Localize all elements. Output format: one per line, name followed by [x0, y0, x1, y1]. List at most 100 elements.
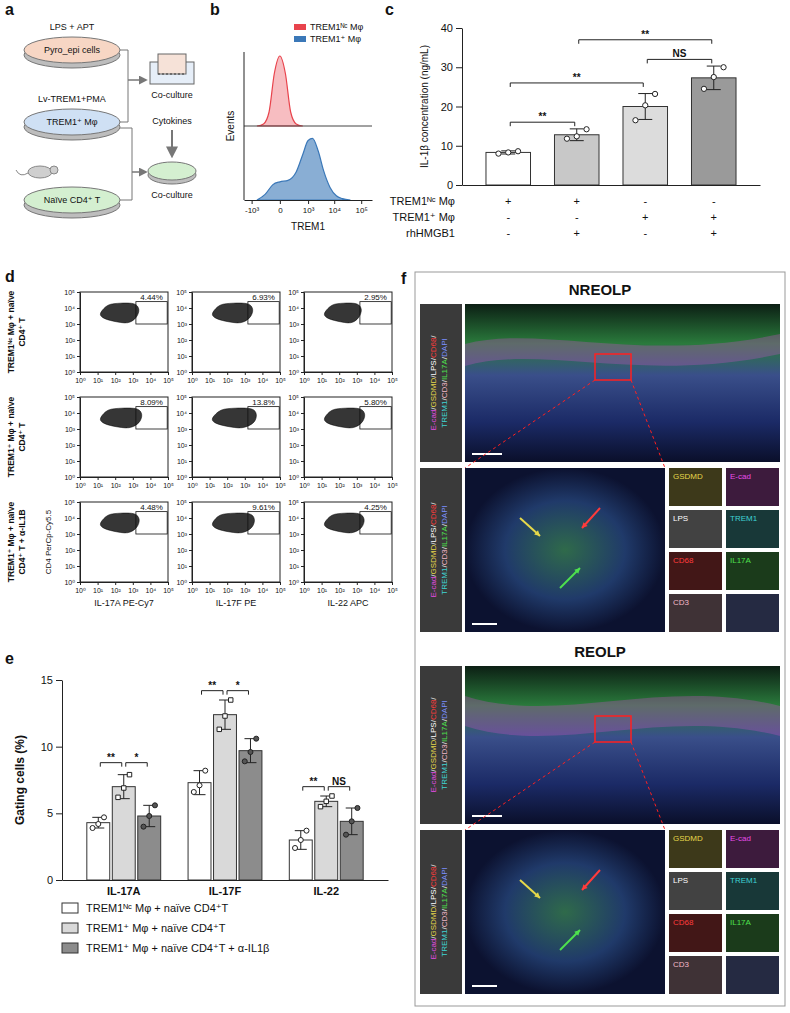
channel-tint [669, 830, 722, 868]
histogram-area [257, 56, 303, 126]
tick: 10 [441, 140, 462, 152]
y-axis: 10⁰10¹10²10³10⁴10⁵ [288, 499, 304, 586]
gate [136, 302, 167, 324]
tick: 10⁴ [288, 515, 304, 522]
row-label-line: TREM1⁺ Mφ + naïve [6, 397, 16, 478]
tick: 10⁵ [387, 582, 398, 594]
stain-name: CD3 [440, 744, 449, 761]
tick-label: 10¹ [205, 377, 216, 384]
tick: 10⁰ [299, 372, 310, 384]
tick-mark [456, 107, 462, 108]
scale-bar [472, 623, 497, 625]
tick-mark [189, 502, 192, 503]
tick-mark [98, 582, 99, 585]
x-axis: 10⁰10¹10²10³10⁴10⁵ [187, 582, 286, 594]
tick-label: 10⁰ [187, 482, 198, 489]
tick-label: 10³ [289, 531, 300, 538]
error-bar [346, 808, 358, 835]
channel-label: CD3 [673, 598, 690, 607]
tick-label: 10² [223, 587, 234, 594]
axis-line [81, 477, 169, 478]
error-cap [707, 66, 721, 67]
tick-mark [301, 397, 304, 398]
tick-mark [189, 324, 192, 325]
tick-mark [210, 582, 211, 585]
significance-label: ** [641, 29, 649, 40]
tick-label: 10⁵ [387, 587, 398, 594]
image-title: REOLP [574, 643, 626, 660]
tick-label: 10⁵ [64, 289, 75, 296]
plot-marks [212, 302, 279, 324]
tick-label: 10⁰ [187, 587, 198, 594]
gate [360, 302, 391, 324]
tick-label: 10² [65, 442, 76, 449]
significance-label: ** [208, 680, 216, 691]
axis-line [81, 372, 169, 373]
stain-separator: / [429, 864, 438, 867]
tick-mark [301, 477, 304, 478]
tick: -10³ [245, 200, 260, 215]
channel-tint [726, 956, 779, 994]
tick-mark [189, 518, 192, 519]
tick-mark [98, 372, 99, 375]
tick-mark [168, 477, 169, 480]
tick-label: 10⁵ [176, 289, 187, 296]
tick-mark [357, 372, 358, 375]
tick: 10¹ [317, 582, 328, 594]
tick-label: 10⁰ [75, 587, 86, 594]
tick-mark [374, 372, 375, 375]
tick-mark [77, 429, 80, 430]
data-point [496, 151, 501, 156]
panel-e: e051015IL-17AIL-17FIL-22Gating cells (%)… [5, 650, 389, 954]
tick-label: 10² [335, 587, 346, 594]
insert [158, 54, 186, 74]
tick-mark [77, 340, 80, 341]
gate-percent: 8.09% [140, 398, 163, 407]
tick-label: 10¹ [93, 587, 104, 594]
tick-mark [357, 582, 358, 585]
tick: 10⁵ [275, 477, 286, 489]
tick: 10⁴ [370, 477, 381, 489]
axis-line [193, 372, 281, 373]
axis-line [193, 582, 281, 583]
tick-mark [392, 582, 393, 585]
x-axis: -10³010³10⁴10⁵ [245, 200, 373, 215]
channel-tint [726, 872, 779, 910]
panel-letter: f [401, 270, 407, 287]
x-axis: 10⁰10¹10²10³10⁴10⁵ [75, 582, 174, 594]
tick-mark [339, 372, 340, 375]
tick: 10³ [177, 531, 192, 538]
plot-frame [192, 397, 280, 477]
significance-bracket [202, 691, 223, 695]
channel-label: LPS [673, 514, 688, 523]
stain-separator: / [429, 335, 438, 338]
data-point [349, 819, 354, 824]
tick: 10¹ [205, 477, 216, 489]
tick-label: 10² [177, 547, 188, 554]
channel-tint [726, 914, 779, 952]
tick-mark [456, 67, 462, 68]
plot-marks [100, 302, 167, 324]
significance-label: ** [573, 72, 581, 83]
tick: 10³ [128, 582, 139, 594]
tick-mark [456, 146, 462, 147]
histogram-area [257, 138, 351, 200]
tick: 10³ [65, 531, 80, 538]
tick: 30 [441, 61, 462, 73]
channel-tint [669, 552, 722, 590]
tick-label: 10 [441, 140, 453, 152]
legend-label: TREM1ᴺᶜ Mφ [310, 22, 364, 32]
stain-name: LPS [429, 527, 438, 542]
data-point [318, 804, 322, 808]
tick-label: 10³ [289, 321, 300, 328]
panel-letter: d [5, 268, 15, 285]
condition-sign: - [643, 227, 647, 239]
axis-line [81, 582, 169, 583]
channel-image [726, 594, 779, 632]
significance-label: NS [673, 48, 687, 59]
condition-sign: - [575, 211, 579, 223]
tick-mark [77, 566, 80, 567]
tick-mark [56, 747, 62, 748]
gate-percent: 6.93% [252, 293, 275, 302]
tick-label: 10¹ [177, 563, 188, 570]
